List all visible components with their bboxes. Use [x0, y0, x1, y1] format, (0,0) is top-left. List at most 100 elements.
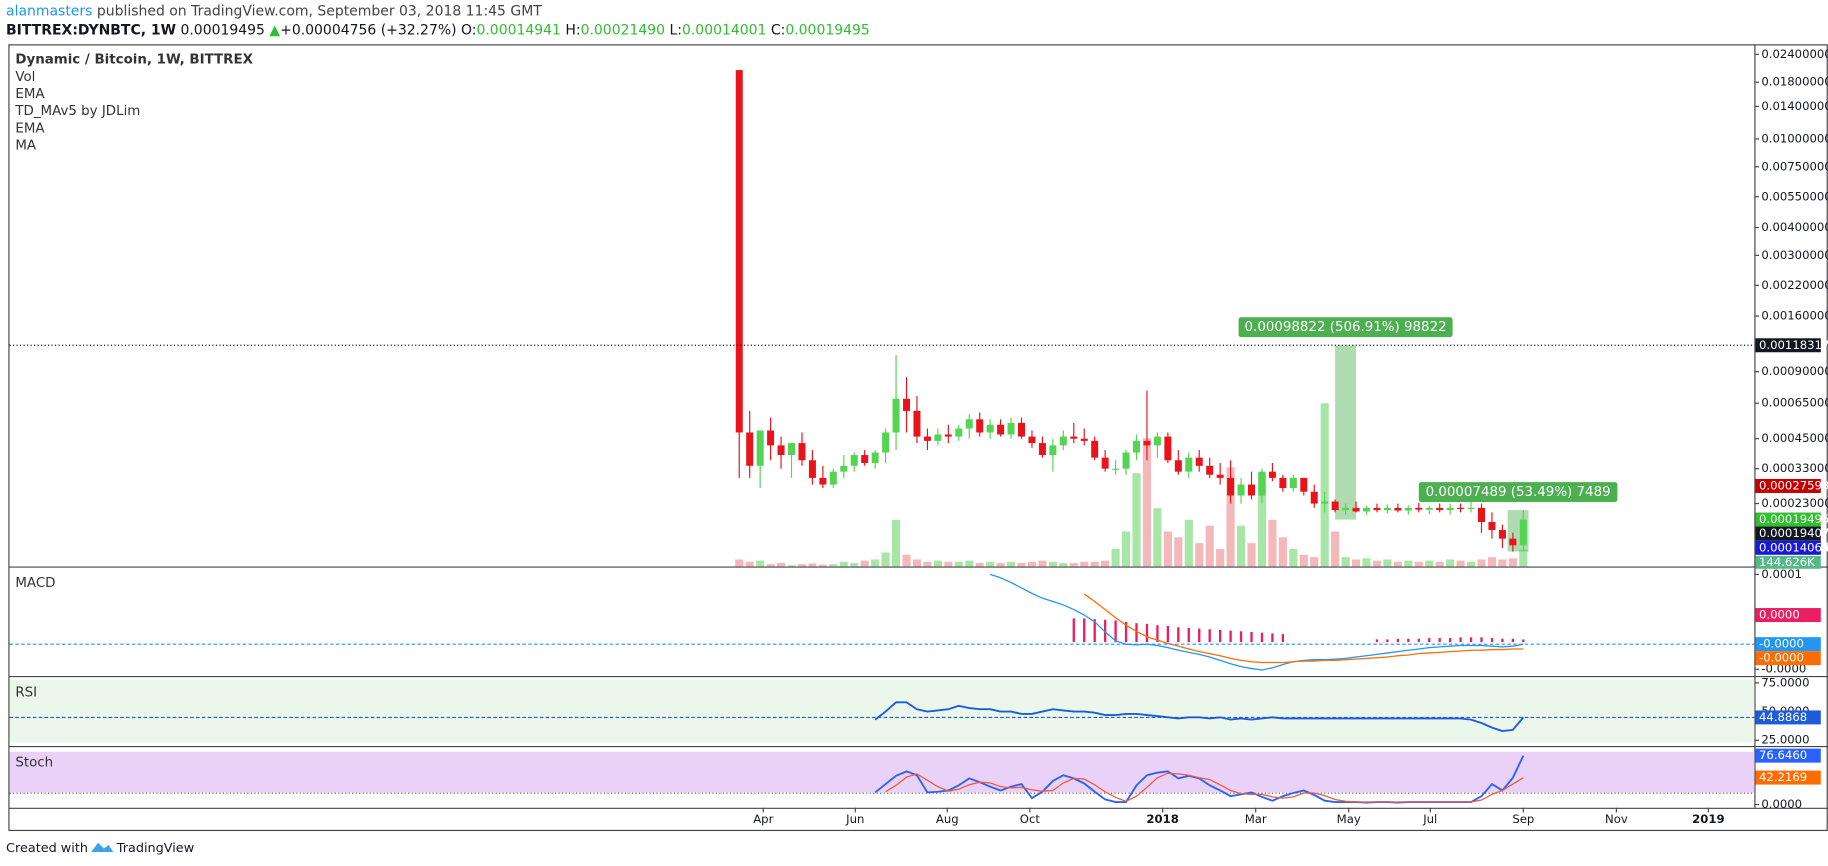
candle-body	[1101, 457, 1109, 469]
histogram-bar	[1459, 637, 1462, 643]
volume-bar	[756, 560, 765, 567]
candle-body	[1185, 457, 1193, 472]
candle-body	[1038, 443, 1046, 456]
price-badge	[1755, 637, 1821, 652]
candle-body	[819, 477, 827, 485]
candle-body	[1467, 507, 1475, 510]
candle-body	[1342, 507, 1350, 511]
histogram-bar	[1103, 619, 1107, 643]
histogram-bar	[1480, 637, 1483, 643]
legend-entry: EMA	[15, 121, 45, 136]
brand[interactable]: TradingView	[116, 841, 194, 856]
price-badge-label: 42.2169	[1759, 770, 1807, 784]
histogram-bar	[1145, 623, 1149, 643]
indicator-line	[1083, 593, 1524, 664]
volume-bar	[1048, 561, 1057, 567]
y-tick-label: 0.00750000	[1761, 159, 1828, 173]
histogram-bar	[1511, 638, 1515, 643]
chart-title: Dynamic / Bitcoin, 1W, BITTREX	[15, 52, 253, 67]
legend-entry: MA	[15, 138, 37, 153]
histogram-bar	[1375, 639, 1379, 643]
volume-bar	[850, 562, 859, 567]
candle-body	[1446, 507, 1454, 511]
candle-body	[840, 465, 848, 472]
candle-body	[944, 434, 952, 437]
y-tick-label: 0.0001	[1761, 567, 1802, 581]
author[interactable]: alanmasters	[6, 4, 92, 20]
volume-bar	[1174, 537, 1183, 567]
pane-title: MACD	[15, 576, 55, 591]
volume-bar	[1519, 549, 1528, 567]
candle-body	[1279, 477, 1287, 489]
volume-bar	[1425, 560, 1434, 567]
symbol-line: BITTREX:DYNBTC, 1W 0.00019495 ▲+0.000047…	[6, 22, 870, 38]
candle-body	[829, 471, 837, 485]
h-label: H:	[565, 22, 580, 38]
rsi-band	[9, 679, 1755, 743]
change: +0.00004756 (+32.27%)	[280, 22, 456, 38]
y-tick-label: 0.00090000	[1761, 364, 1828, 378]
price-badge-label: 76.6460	[1759, 748, 1807, 762]
candle-body	[1153, 436, 1161, 446]
candle-body	[1258, 471, 1266, 496]
candle-body	[1363, 507, 1371, 512]
candle-body	[767, 430, 775, 446]
price-badge	[1755, 338, 1821, 353]
price-badge-label: -0.0000	[1759, 651, 1804, 665]
histogram-bar	[1469, 637, 1473, 643]
candle-body	[735, 70, 743, 433]
volume-bar	[1195, 543, 1204, 567]
y-tick-label: 75.0000	[1761, 675, 1809, 689]
candle-body	[997, 424, 1005, 435]
volume-bar	[1153, 508, 1162, 567]
histogram-bar	[1135, 623, 1138, 643]
histogram-bar	[1396, 638, 1400, 643]
volume-bar	[1310, 557, 1319, 567]
y-tick-label: 0.0000	[1761, 797, 1802, 811]
volume-bar	[933, 560, 942, 567]
y-tick-label: 0.01400000	[1761, 99, 1828, 113]
volume-bar	[975, 562, 984, 567]
arrow: ▲	[269, 22, 280, 38]
volume-bar	[965, 560, 974, 567]
measure-label: 0.00007489 (53.49%) 7489	[1426, 485, 1611, 500]
y-tick-label: 0.00023000	[1761, 496, 1828, 510]
volume-bar	[1226, 467, 1235, 567]
measure-range	[1335, 345, 1357, 520]
volume-bar	[912, 559, 922, 567]
volume-bar	[776, 562, 786, 567]
histogram-bar	[1438, 638, 1441, 643]
measure-label: 0.00098822 (506.91%) 98822	[1245, 320, 1447, 335]
volume-bar	[1466, 561, 1476, 567]
measure-box	[1418, 482, 1618, 502]
y-tick-label: 0.00160000	[1761, 309, 1828, 323]
candle-body	[850, 455, 858, 466]
candle-body	[1373, 507, 1381, 511]
candle-body	[1331, 501, 1339, 511]
volume-bar	[871, 559, 880, 567]
candle-body	[1321, 501, 1329, 504]
price-badge	[1755, 526, 1821, 541]
histogram-bar	[1124, 621, 1128, 643]
volume-bar	[1446, 559, 1455, 567]
histogram-bar	[1198, 628, 1201, 643]
price-badge	[1755, 512, 1821, 527]
tradingview-logo[interactable]	[91, 842, 114, 853]
symbol: BITTREX:DYNBTC, 1W	[6, 22, 176, 38]
volume-badge	[1755, 555, 1821, 569]
histogram-bar	[1177, 627, 1180, 643]
volume-bar	[1080, 561, 1089, 567]
publish-line: alanmasters published on TradingView.com…	[6, 4, 542, 20]
x-tick-label: Apr	[753, 812, 773, 826]
candle-body	[871, 452, 879, 463]
x-tick-label: Aug	[936, 812, 959, 826]
stoch-band	[9, 751, 1755, 793]
volume-bar	[1414, 561, 1423, 567]
candle-body	[1457, 507, 1465, 510]
histogram-bar	[1156, 625, 1159, 643]
candle-body	[1383, 507, 1391, 511]
legend-entry: Vol	[15, 70, 35, 85]
histogram-bar	[1187, 627, 1190, 643]
candle-body	[1352, 507, 1360, 512]
